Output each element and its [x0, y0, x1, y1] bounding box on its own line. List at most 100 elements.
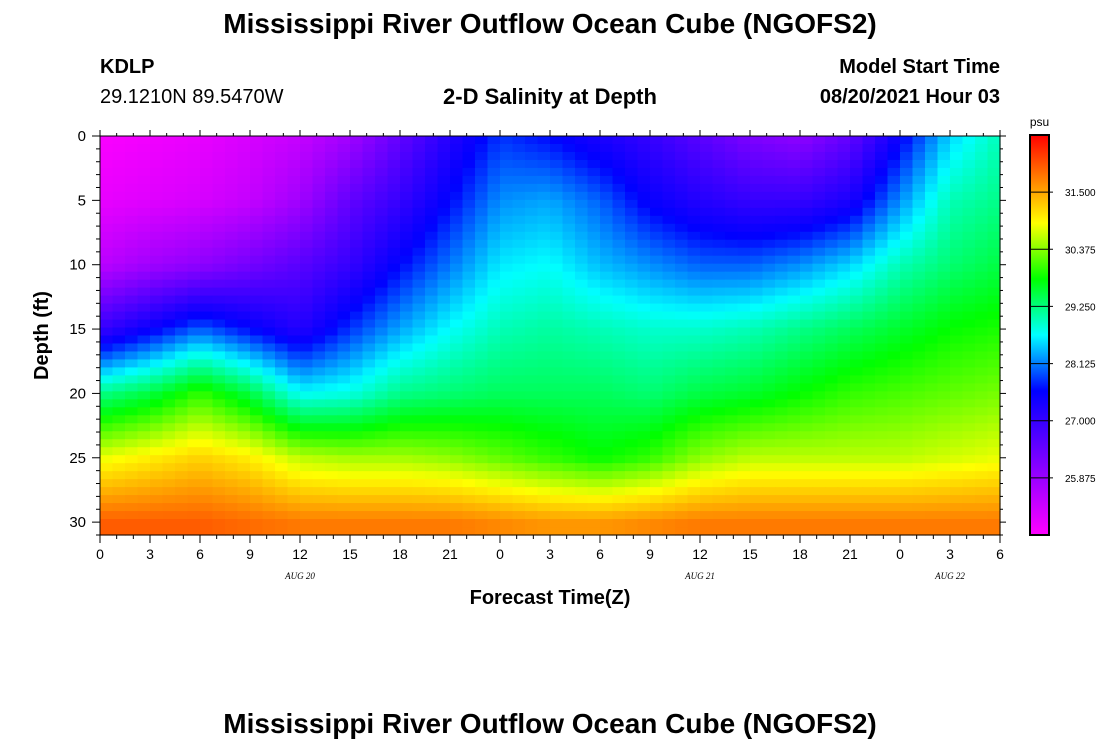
heatmap-cell	[237, 455, 251, 464]
heatmap-cell	[375, 143, 389, 153]
heatmap-cell	[337, 447, 351, 456]
heatmap-cell	[825, 255, 839, 265]
heatmap-cell	[287, 479, 301, 488]
heatmap-cell	[975, 279, 989, 289]
heatmap-cell	[187, 151, 201, 161]
heatmap-cell	[862, 295, 876, 305]
heatmap-cell	[537, 447, 551, 456]
heatmap-cell	[925, 295, 939, 305]
heatmap-cell	[525, 151, 539, 161]
heatmap-cell	[412, 359, 426, 369]
heatmap-cell	[262, 303, 276, 313]
heatmap-cell	[200, 471, 214, 480]
heatmap-cell	[100, 303, 114, 313]
heatmap-cell	[162, 351, 176, 361]
heatmap-cell	[625, 415, 639, 424]
heatmap-cell	[575, 479, 589, 488]
heatmap-cell	[775, 367, 789, 376]
heatmap-cell	[225, 407, 239, 416]
heatmap-cell	[300, 199, 314, 209]
heatmap-cell	[550, 351, 564, 361]
heatmap-cell	[337, 367, 351, 376]
heatmap-cell	[362, 311, 376, 321]
heatmap-cell	[300, 423, 314, 432]
heatmap-cell	[650, 255, 664, 265]
heatmap-cell	[537, 215, 551, 225]
heatmap-cell	[462, 247, 476, 257]
heatmap-cell	[600, 447, 614, 456]
heatmap-cell	[950, 455, 964, 464]
heatmap-cell	[625, 311, 639, 321]
heatmap-cell	[912, 375, 926, 384]
heatmap-cell	[912, 439, 926, 448]
heatmap-cell	[650, 319, 664, 329]
heatmap-cell	[162, 391, 176, 400]
heatmap-cell	[525, 351, 539, 361]
heatmap-cell	[975, 391, 989, 400]
heatmap-cell	[525, 455, 539, 464]
heatmap-cell	[162, 143, 176, 153]
chart-subtitle: 2-D Salinity at Depth	[443, 84, 657, 109]
heatmap-cell	[137, 463, 151, 472]
heatmap-cell	[725, 383, 739, 392]
heatmap-cell	[875, 167, 889, 177]
heatmap-cell	[262, 207, 276, 217]
heatmap-cell	[175, 143, 189, 153]
heatmap-cell	[450, 239, 464, 249]
heatmap-cell	[187, 167, 201, 177]
heatmap-cell	[550, 263, 564, 273]
heatmap-cell	[487, 279, 501, 289]
heatmap-cell	[487, 511, 501, 520]
heatmap-cell	[625, 167, 639, 177]
heatmap-cell	[137, 423, 151, 432]
heatmap-cell	[725, 455, 739, 464]
heatmap-cell	[875, 183, 889, 193]
heatmap-cell	[962, 159, 976, 169]
heatmap-cell	[612, 343, 626, 353]
heatmap-cell	[412, 327, 426, 337]
heatmap-cell	[562, 519, 576, 528]
heatmap-cell	[837, 215, 851, 225]
heatmap-cell	[712, 271, 726, 281]
heatmap-cell	[625, 231, 639, 241]
heatmap-cell	[912, 207, 926, 217]
heatmap-cell	[725, 519, 739, 528]
heatmap-cell	[212, 239, 226, 249]
heatmap-cell	[525, 391, 539, 400]
heatmap-cell	[912, 359, 926, 369]
heatmap-cell	[187, 255, 201, 265]
heatmap-cell	[350, 343, 364, 353]
heatmap-cell	[437, 239, 451, 249]
heatmap-cell	[200, 487, 214, 496]
heatmap-cell	[462, 303, 476, 313]
heatmap-cell	[200, 527, 214, 536]
heatmap-cell	[937, 143, 951, 153]
heatmap-cell	[425, 191, 439, 201]
heatmap-cell	[987, 487, 1001, 496]
heatmap-cell	[662, 327, 676, 337]
heatmap-cell	[275, 183, 289, 193]
heatmap-cell	[987, 247, 1001, 257]
heatmap-cell	[262, 383, 276, 392]
heatmap-cell	[212, 447, 226, 456]
heatmap-cell	[712, 311, 726, 321]
heatmap-cell	[550, 183, 564, 193]
heatmap-cell	[475, 407, 489, 416]
heatmap-cell	[987, 367, 1001, 376]
heatmap-cell	[875, 399, 889, 408]
heatmap-cell	[250, 375, 264, 384]
heatmap-cell	[975, 239, 989, 249]
heatmap-cell	[212, 215, 226, 225]
heatmap-cell	[375, 255, 389, 265]
heatmap-cell	[862, 191, 876, 201]
heatmap-cell	[762, 311, 776, 321]
heatmap-cell	[812, 287, 826, 297]
heatmap-cell	[950, 343, 964, 353]
heatmap-cell	[525, 359, 539, 369]
heatmap-cell	[187, 143, 201, 153]
heatmap-cell	[150, 391, 164, 400]
heatmap-cell	[500, 359, 514, 369]
heatmap-cell	[737, 415, 751, 424]
heatmap-cell	[862, 287, 876, 297]
heatmap-cell	[625, 367, 639, 376]
